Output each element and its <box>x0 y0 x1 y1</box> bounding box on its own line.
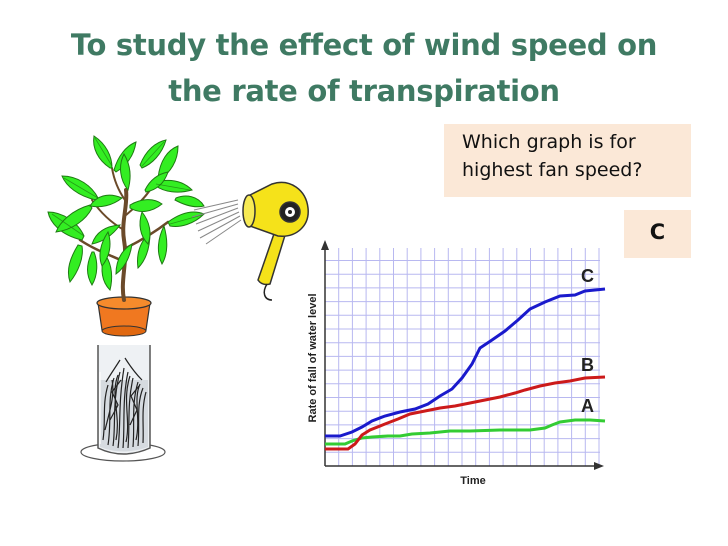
question-box: Which graph is for highest fan speed? <box>444 124 691 197</box>
curve-a-label: A <box>581 396 594 416</box>
curve-c-label: C <box>581 266 594 286</box>
question-line-2: highest fan speed? <box>462 159 643 181</box>
slide-title: To study the effect of wind speed on the… <box>0 22 728 114</box>
curve-c-line <box>325 287 606 438</box>
air-flow-lines <box>191 199 242 245</box>
slide-title-line-1: To study the effect of wind speed on <box>70 28 658 62</box>
answer-box: C <box>624 210 691 258</box>
question-line-1: Which graph is for <box>462 131 636 153</box>
graph-axes <box>321 240 604 470</box>
plant-leaves <box>47 135 205 291</box>
water-tube <box>80 345 166 462</box>
curve-b-line <box>325 375 606 451</box>
slide-title-line-2: the rate of transpiration <box>168 74 560 108</box>
hair-dryer-icon <box>242 181 309 301</box>
curve-b-label: B <box>581 355 594 375</box>
y-axis-label: Rate of fall of water level <box>307 294 319 423</box>
curve-a-line <box>325 418 606 446</box>
plant-pot <box>96 296 152 337</box>
x-axis-label: Time <box>460 475 485 487</box>
